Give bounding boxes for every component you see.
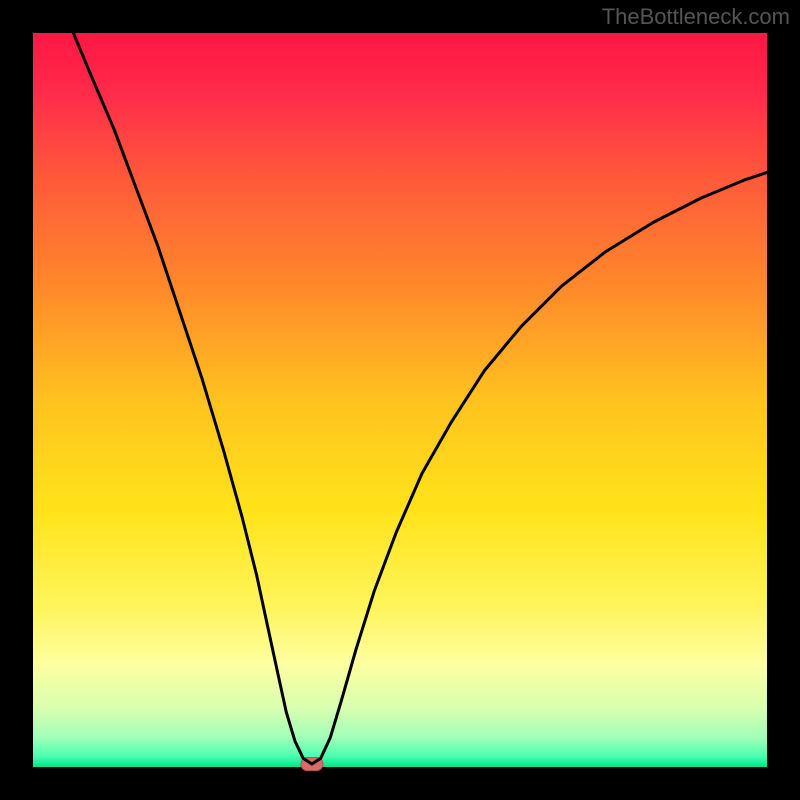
gradient-background [33,33,767,767]
watermark-label: TheBottleneck.com [602,4,790,30]
bottleneck-chart: TheBottleneck.com [0,0,800,800]
chart-svg [0,0,800,800]
